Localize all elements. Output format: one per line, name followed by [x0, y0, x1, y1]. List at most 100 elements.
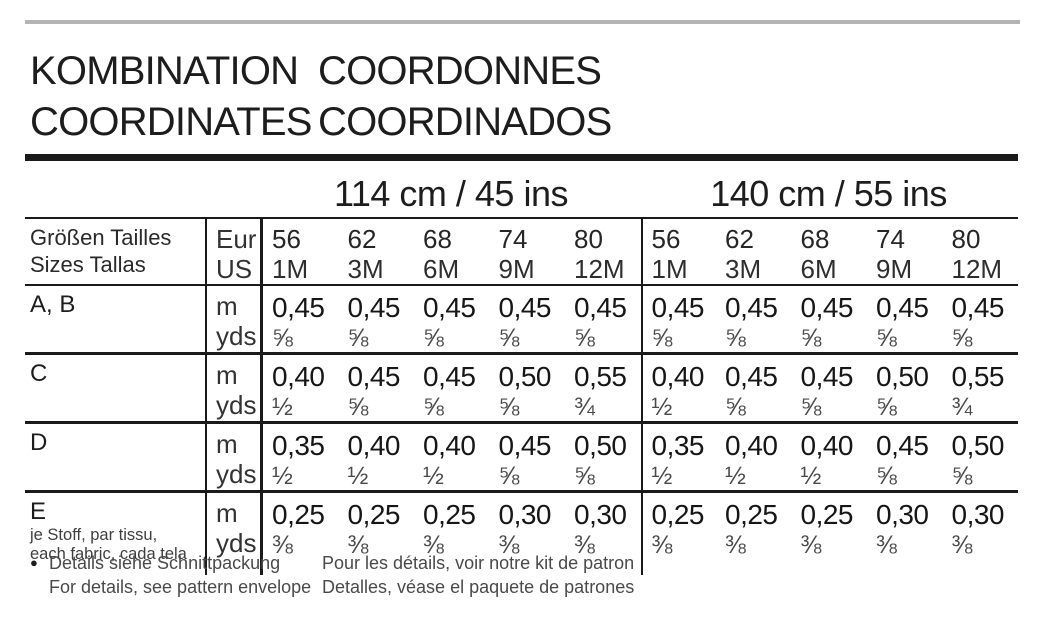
meters-value: 0,30: [574, 499, 627, 530]
us-size-value: 3M: [725, 254, 762, 284]
fabric-amount-cell: 0,40 ½: [414, 424, 490, 490]
fabric-amount-cell: 0,55 ¾: [943, 355, 1019, 421]
meters-value: 0,30: [951, 499, 1005, 530]
meters-value: 0,45: [800, 361, 854, 392]
us-size-value: 6M: [800, 254, 837, 284]
yards-value: ½: [347, 462, 369, 490]
meters-value: 0,45: [423, 361, 476, 392]
meters-value: 0,30: [498, 499, 552, 530]
fabric-width-header-row: 114 cm / 45 ins 140 cm / 55 ins: [25, 167, 1018, 217]
eur-size-value: 56: [651, 224, 681, 254]
eur-size-value: 62: [347, 224, 377, 254]
fabric-amount-cell: 0,40 ½: [792, 424, 868, 490]
yards-value: ½: [800, 462, 822, 490]
unit-cell: m yds: [205, 286, 263, 352]
yards-value: ⅝: [951, 462, 973, 490]
footer-note-german: Details siehe Schnittpackung: [49, 553, 281, 573]
meters-value: 0,25: [272, 499, 325, 530]
footer-note-spanish: Detalles, véase el paquete de patrones: [322, 577, 635, 597]
width-header-spacer: [25, 167, 263, 217]
row-label-cell: D: [25, 424, 205, 490]
yards-value: ⅝: [725, 393, 746, 421]
yards-value: ⅝: [498, 324, 520, 352]
fabric-amount-cell: 0,25 ⅜: [339, 493, 415, 575]
yards-unit-label: yds: [216, 321, 257, 351]
fabric-amount-cell: 0,25 ⅜: [263, 493, 339, 575]
meters-value: 0,45: [498, 430, 552, 461]
yards-unit-label: yds: [216, 528, 257, 558]
meters-value: 0,45: [876, 430, 929, 461]
fabric-amount-cell: 0,45 ⅝: [716, 355, 792, 421]
meters-value: 0,45: [725, 361, 778, 392]
view-label: E: [30, 498, 47, 525]
table-row-d: D m yds 0,35 ½ 0,40 ½ 0,40 ½ 0,45 ⅝: [25, 424, 1018, 493]
footer-note-french: Pour les détails, voir notre kit de patr…: [322, 553, 635, 573]
fabric-amount-cell: 0,45 ⅝: [414, 355, 490, 421]
eur-size-value: 68: [800, 224, 830, 254]
size-cell: 68 6M: [792, 219, 868, 284]
size-header-row: Größen Tailles Sizes Tallas Eur US 56 1M…: [25, 217, 1018, 286]
view-label: D: [30, 429, 48, 456]
meters-value: 0,25: [725, 499, 778, 530]
fabric-amount-cell: 0,55 ¾: [565, 355, 641, 421]
yards-value: ⅜: [876, 531, 897, 559]
meters-value: 0,25: [651, 499, 705, 530]
unit-cell: m yds: [205, 355, 263, 421]
yards-value: ¾: [574, 393, 595, 421]
yards-value: ⅝: [347, 393, 369, 421]
eur-label: Eur: [216, 224, 257, 254]
eur-size-value: 74: [498, 224, 528, 254]
size-cell: 74 9M: [490, 219, 566, 284]
meters-value: 0,35: [651, 430, 705, 461]
yards-value: ⅝: [498, 462, 520, 490]
yards-value: ⅜: [423, 531, 444, 559]
meters-value: 0,45: [951, 292, 1005, 323]
yards-unit-label: yds: [216, 459, 257, 489]
meters-value: 0,40: [347, 430, 401, 461]
yards-value: ⅝: [651, 324, 673, 352]
yards-value: ⅜: [800, 531, 822, 559]
footer-spacer: [30, 576, 49, 598]
size-cell: 62 3M: [339, 219, 415, 284]
yards-value: ⅝: [800, 324, 822, 352]
table-row-e: E je Stoff, par tissu, each fabric, cada…: [25, 493, 1018, 575]
unit-cell: m yds: [205, 493, 263, 575]
fabric-amount-cell: 0,50 ⅝: [943, 424, 1019, 490]
meters-value: 0,45: [272, 292, 325, 323]
meters-value: 0,50: [951, 430, 1005, 461]
fabric-width-140cm: 140 cm / 55 ins: [710, 173, 947, 214]
page-title: KOMBINATION COORDONNES COORDINATES COORD…: [30, 46, 612, 148]
row-sub-en-es: each fabric, cada tela: [30, 545, 187, 563]
yards-value: ⅜: [574, 531, 595, 559]
meters-value: 0,45: [725, 292, 778, 323]
size-label-en-es: Sizes Tallas: [30, 252, 146, 277]
size-cell: 62 3M: [716, 219, 792, 284]
fabric-amount-cell: 0,45 ⅝: [414, 286, 490, 352]
title-divider-rule: [25, 154, 1018, 161]
yards-value: ½: [651, 462, 673, 490]
yards-value: ½: [272, 462, 293, 490]
bullet-icon: ●: [30, 555, 38, 570]
yards-value: ⅝: [272, 324, 293, 352]
fabric-amount-cell: 0,40 ½: [640, 355, 717, 421]
table-row-ab: A, B m yds 0,45 ⅝ 0,45 ⅝ 0,45 ⅝ 0,45: [25, 286, 1018, 355]
view-label: A, B: [30, 291, 76, 318]
meters-value: 0,55: [951, 361, 1005, 392]
fabric-amount-cell: 0,25 ⅜: [414, 493, 490, 575]
meters-value: 0,45: [347, 292, 401, 323]
meters-unit-label: m: [216, 291, 238, 321]
fabric-amount-cell: 0,40 ½: [716, 424, 792, 490]
fabric-amount-cell: 0,40 ½: [263, 355, 339, 421]
fabric-amount-cell: 0,30 ⅜: [490, 493, 566, 575]
footer-note-english: For details, see pattern envelope: [49, 577, 312, 597]
fabric-amount-cell: 0,45 ⅝: [640, 286, 717, 352]
meters-unit-label: m: [216, 429, 238, 459]
title-french: COORDONNES: [318, 49, 602, 93]
us-size-value: 12M: [574, 254, 625, 284]
fabric-amount-cell: 0,30 ⅜: [867, 493, 943, 575]
fabric-amount-cell: 0,45 ⅝: [792, 355, 868, 421]
fabric-amount-cell: 0,45 ⅝: [943, 286, 1019, 352]
eur-size-value: 68: [423, 224, 452, 254]
meters-value: 0,40: [800, 430, 854, 461]
meters-value: 0,35: [272, 430, 325, 461]
